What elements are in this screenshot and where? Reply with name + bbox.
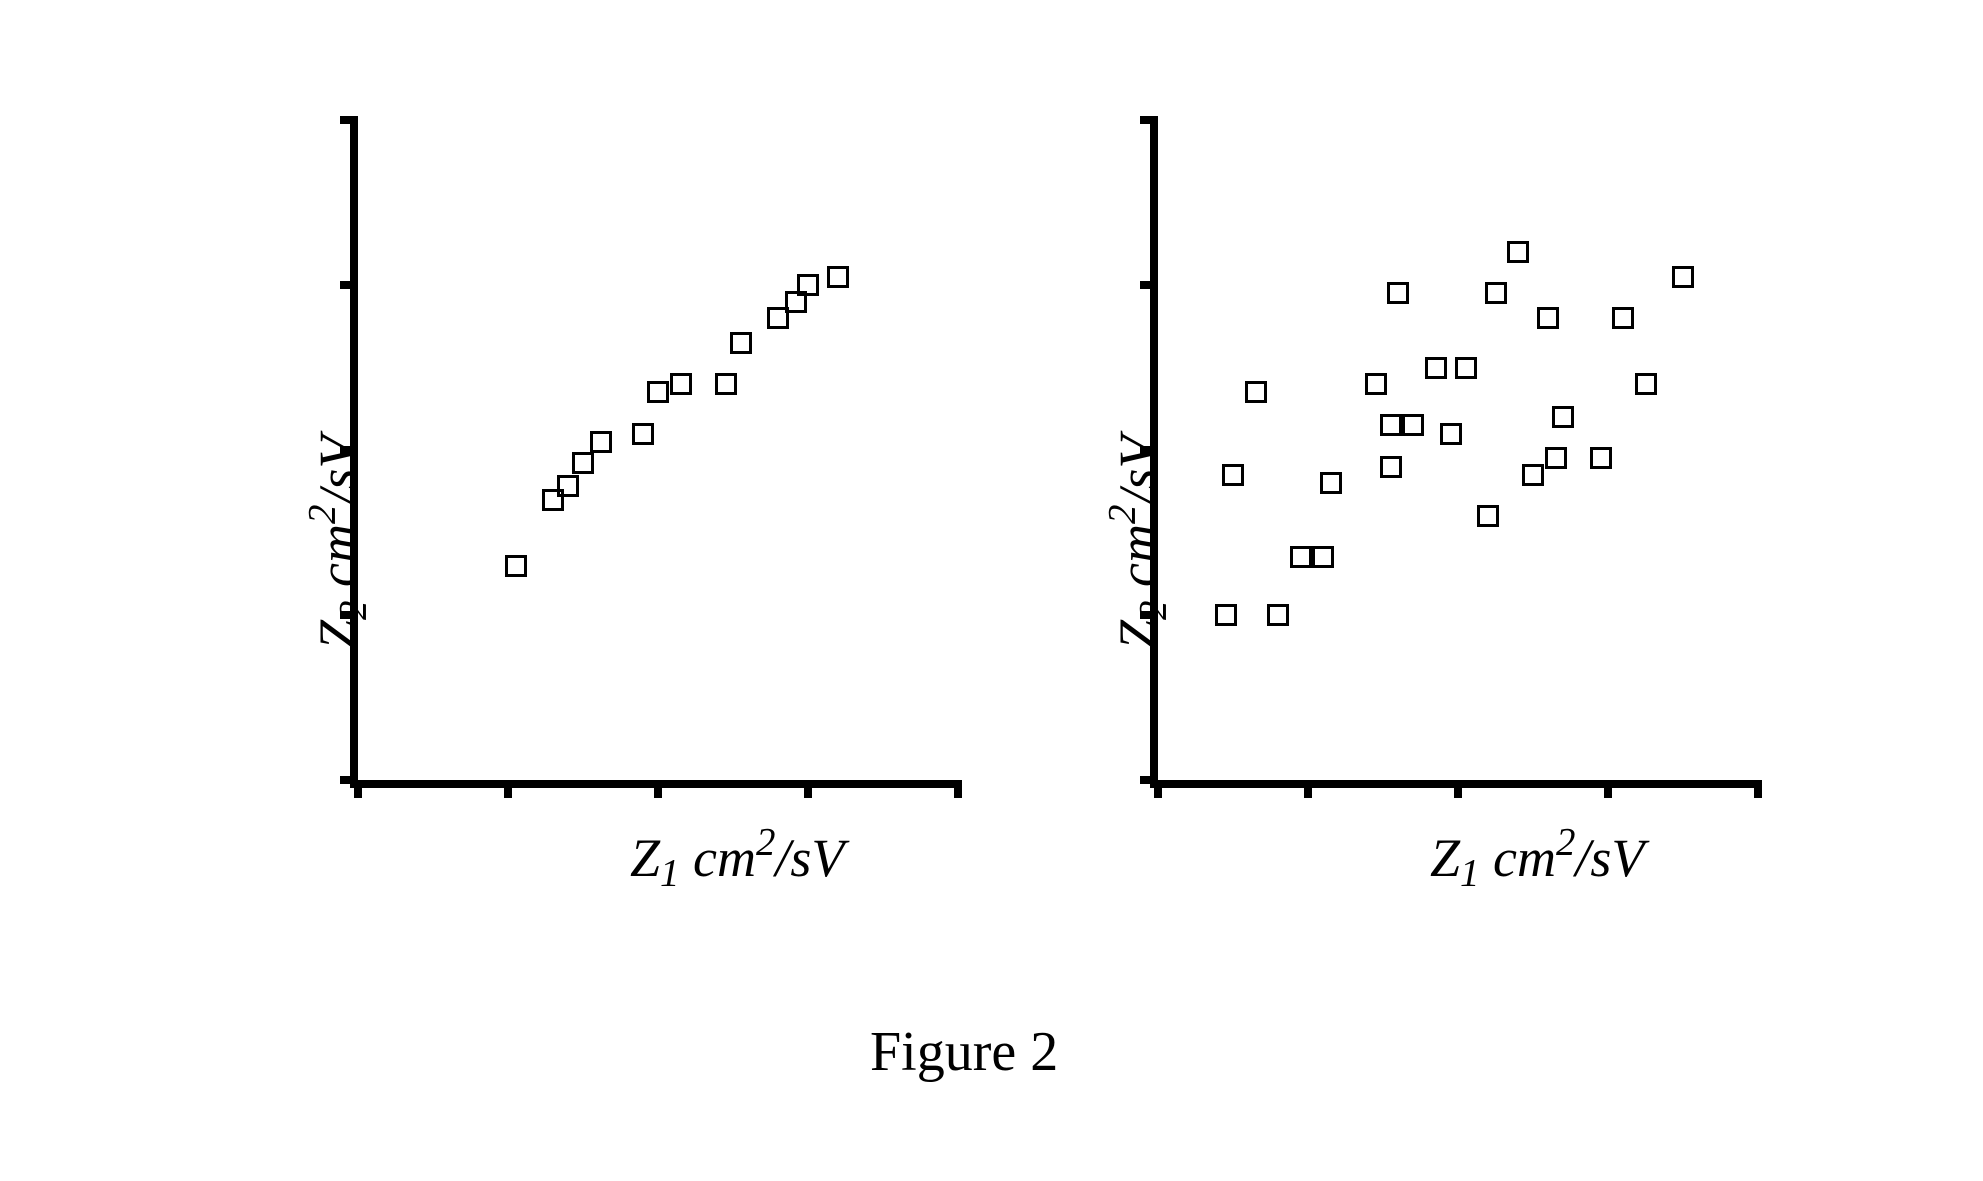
scatter-panel-right: Z2 cm2/sV Z1 cm2/sV [1050, 120, 1770, 840]
data-point [1387, 282, 1409, 304]
x-tick [1604, 780, 1612, 798]
data-point [1365, 373, 1387, 395]
data-point [1552, 406, 1574, 428]
data-point [1290, 546, 1312, 568]
data-point [1312, 546, 1334, 568]
data-point [1485, 282, 1507, 304]
data-point [1320, 472, 1342, 494]
y-tick [340, 776, 358, 784]
data-point [1215, 604, 1237, 626]
plot-area-left [350, 120, 958, 788]
data-point [1380, 456, 1402, 478]
data-point [1545, 447, 1567, 469]
plot-area-right [1150, 120, 1758, 788]
x-tick [1754, 780, 1762, 798]
data-point [557, 475, 579, 497]
x-tick [1454, 780, 1462, 798]
data-point [1522, 464, 1544, 486]
x-axis-label-left: Z1 cm2/sV [630, 820, 844, 896]
x-axis-label-right: Z1 cm2/sV [1430, 820, 1644, 896]
y-tick [340, 281, 358, 289]
data-point [632, 423, 654, 445]
data-point [1590, 447, 1612, 469]
y-axis-label-right: Z2 cm2/sV [1100, 436, 1176, 650]
figure-2: Z2 cm2/sV Z1 cm2/sV Z2 cm2/sV Z1 cm2/sV … [0, 0, 1983, 1181]
x-tick [1304, 780, 1312, 798]
scatter-panel-left: Z2 cm2/sV Z1 cm2/sV [250, 120, 970, 840]
data-point [590, 431, 612, 453]
data-point [1537, 307, 1559, 329]
data-point [572, 452, 594, 474]
x-tick [504, 780, 512, 798]
data-point [1635, 373, 1657, 395]
data-point [1402, 414, 1424, 436]
data-point [1672, 266, 1694, 288]
data-point [1380, 414, 1402, 436]
y-tick [1140, 116, 1158, 124]
data-point [1222, 464, 1244, 486]
data-point [1477, 505, 1499, 527]
data-point [647, 381, 669, 403]
data-point [1440, 423, 1462, 445]
y-axis-label-left: Z2 cm2/sV [300, 436, 376, 650]
data-point [797, 274, 819, 296]
data-point [1267, 604, 1289, 626]
data-point [670, 373, 692, 395]
data-point [1507, 241, 1529, 263]
data-point [1245, 381, 1267, 403]
data-point [1425, 357, 1447, 379]
x-tick [804, 780, 812, 798]
data-point [1455, 357, 1477, 379]
y-tick [340, 116, 358, 124]
figure-caption: Figure 2 [870, 1020, 1058, 1084]
x-tick [954, 780, 962, 798]
data-point [730, 332, 752, 354]
data-point [505, 555, 527, 577]
data-point [827, 266, 849, 288]
data-point [1612, 307, 1634, 329]
data-point [715, 373, 737, 395]
y-tick [1140, 776, 1158, 784]
x-tick [654, 780, 662, 798]
y-tick [1140, 281, 1158, 289]
